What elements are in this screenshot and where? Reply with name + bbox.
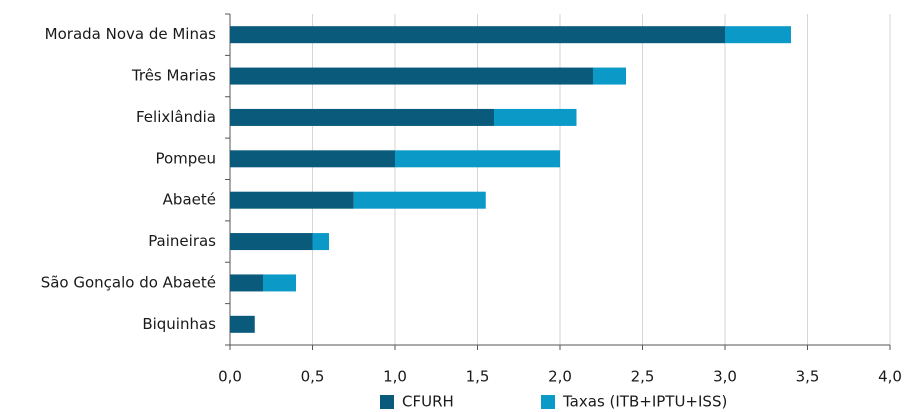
bar-segment (230, 191, 354, 209)
y-tick-label: Três Marias (131, 67, 216, 85)
bar-segment (725, 26, 791, 44)
bar-segment (230, 274, 263, 292)
y-tick-label: Pompeu (155, 149, 216, 167)
bar-segment (494, 108, 577, 126)
x-tick-label: 4,0 (878, 368, 902, 386)
x-tick-label: 1,5 (466, 368, 490, 386)
bar-segment (230, 108, 494, 126)
x-tick-label: 3,5 (796, 368, 820, 386)
legend-label: Taxas (ITB+IPTU+ISS) (562, 393, 727, 411)
bar-segment (230, 26, 725, 44)
y-tick-label: São Gonçalo do Abaeté (41, 273, 216, 291)
bar-segment (593, 67, 626, 85)
y-tick-label: Biquinhas (142, 315, 216, 333)
bar-segment (230, 150, 395, 168)
bar-segment (395, 150, 560, 168)
bar-segment (230, 67, 593, 85)
y-tick-label: Felixlândia (136, 108, 216, 126)
bar-segment (312, 233, 329, 251)
x-tick-label: 0,0 (218, 368, 242, 386)
x-tick-label: 0,5 (301, 368, 325, 386)
legend-label: CFURH (402, 393, 454, 411)
legend-swatch (541, 395, 555, 409)
y-tick-label: Abaeté (163, 191, 216, 209)
x-tick-label: 2,5 (631, 368, 655, 386)
y-tick-label: Paineiras (148, 232, 216, 250)
x-tick-label: 3,0 (713, 368, 737, 386)
bar-segment (263, 274, 296, 292)
x-tick-label: 2,0 (548, 368, 572, 386)
bar-segment (230, 233, 313, 251)
bar-segment (230, 315, 255, 333)
bar-segment (353, 191, 486, 209)
x-tick-label: 1,0 (383, 368, 407, 386)
y-tick-label: Morada Nova de Minas (45, 25, 217, 43)
legend-swatch (380, 395, 394, 409)
